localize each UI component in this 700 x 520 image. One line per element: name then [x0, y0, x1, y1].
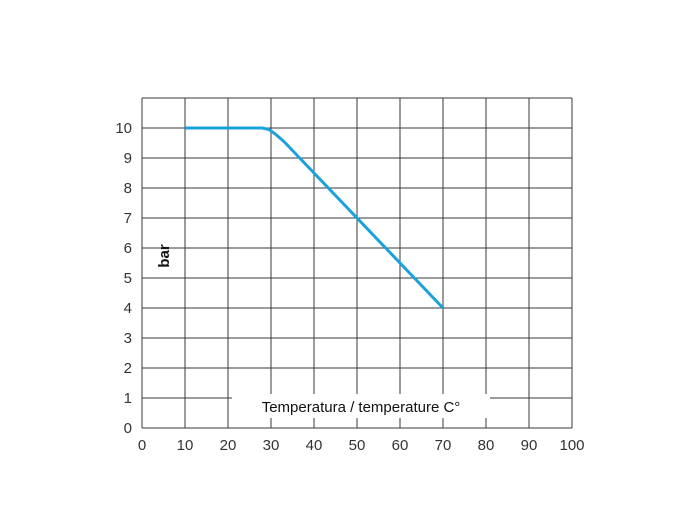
- y-tick-label-8: 8: [124, 180, 132, 197]
- y-tick-label-6: 6: [124, 240, 132, 257]
- x-tick-label-10: 10: [177, 437, 194, 454]
- series-line-0: [185, 126, 445, 310]
- y-tick-labels: 0 1 2 3 4 5 6 7 8 9 10: [115, 120, 132, 437]
- x-tick-label-70: 70: [435, 437, 452, 454]
- y-tick-label-7: 7: [124, 210, 132, 227]
- x-tick-label-90: 90: [521, 437, 538, 454]
- x-tick-label-40: 40: [306, 437, 323, 454]
- x-tick-label-20: 20: [220, 437, 237, 454]
- x-tick-label-60: 60: [392, 437, 409, 454]
- y-tick-label-9: 9: [124, 150, 132, 167]
- x-tick-label-80: 80: [478, 437, 495, 454]
- x-tick-label-100: 100: [559, 437, 584, 454]
- grid: [141, 97, 573, 429]
- y-tick-label-10: 10: [115, 120, 132, 137]
- x-axis-label: Temperatura / temperature C°: [262, 399, 461, 416]
- x-axis-label-background: [232, 394, 490, 418]
- x-tick-label-0: 0: [138, 437, 146, 454]
- y-tick-label-3: 3: [124, 330, 132, 347]
- series-layer: [185, 126, 445, 310]
- y-tick-label-5: 5: [124, 270, 132, 287]
- y-tick-label-4: 4: [124, 300, 132, 317]
- x-tick-label-50: 50: [349, 437, 366, 454]
- y-tick-label-1: 1: [124, 390, 132, 407]
- y-tick-label-0: 0: [124, 420, 132, 437]
- y-tick-label-2: 2: [124, 360, 132, 377]
- x-tick-label-30: 30: [263, 437, 280, 454]
- x-tick-labels: 0 10 20 30 40 50 60 70 80 90 100: [138, 437, 585, 454]
- y-axis-label: bar: [156, 244, 173, 268]
